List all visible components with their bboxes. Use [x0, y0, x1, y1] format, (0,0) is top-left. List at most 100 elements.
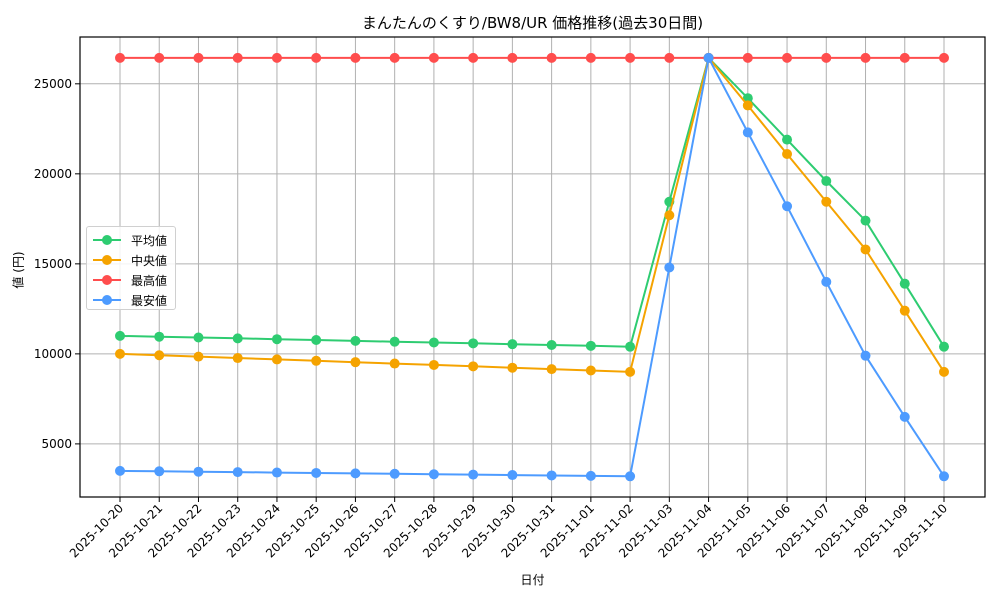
- data-point: [428, 52, 439, 63]
- data-point: [350, 52, 361, 63]
- data-point: [585, 340, 596, 351]
- data-point: [389, 336, 400, 347]
- legend-label: 最高値: [131, 273, 168, 288]
- series-最高値: [115, 52, 949, 63]
- series-line: [119, 55, 945, 373]
- data-point: [271, 52, 282, 63]
- data-point: [350, 357, 361, 368]
- data-point: [664, 262, 675, 273]
- y-axis-ticks: 5000 10000 15000 20000 25000: [34, 77, 80, 451]
- data-point: [115, 348, 125, 359]
- series-line: [119, 55, 945, 348]
- data-point: [939, 341, 949, 352]
- data-point: [271, 334, 282, 345]
- data-point: [193, 52, 204, 63]
- data-point: [703, 52, 714, 63]
- legend-item-average: 平均値: [93, 230, 169, 250]
- data-point: [428, 337, 439, 348]
- data-point: [350, 468, 361, 479]
- data-point: [311, 52, 322, 63]
- legend-marker-icon: [93, 255, 121, 265]
- data-point: [389, 358, 400, 369]
- data-point: [899, 411, 910, 422]
- data-point: [507, 470, 518, 481]
- data-point: [389, 468, 400, 479]
- x-axis-ticks: 2025-10-202025-10-212025-10-222025-10-23…: [67, 497, 950, 560]
- data-point: [821, 176, 832, 187]
- data-point: [821, 276, 832, 287]
- series-line: [119, 54, 945, 478]
- y-tick-label: 25000: [34, 77, 72, 91]
- legend-marker-icon: [93, 295, 121, 305]
- data-point: [193, 332, 204, 343]
- data-point: [546, 52, 557, 63]
- data-point: [625, 366, 636, 377]
- data-point: [115, 330, 125, 341]
- data-point: [782, 149, 793, 160]
- legend-label: 最安値: [131, 293, 168, 308]
- legend-item-max: 最高値: [93, 270, 169, 290]
- data-point: [939, 366, 949, 377]
- data-point: [507, 52, 518, 63]
- y-tick-label: 5000: [41, 437, 72, 451]
- data-point: [428, 359, 439, 370]
- data-point: [821, 196, 832, 207]
- data-point: [939, 471, 949, 482]
- data-point: [585, 52, 596, 63]
- data-point: [625, 52, 636, 63]
- data-point: [428, 469, 439, 480]
- data-point: [742, 100, 753, 111]
- data-point: [742, 127, 753, 138]
- y-tick-label: 20000: [34, 167, 72, 181]
- legend-marker-icon: [93, 235, 121, 245]
- data-point: [625, 341, 636, 352]
- data-point: [546, 340, 557, 351]
- data-point: [193, 351, 204, 362]
- x-axis-label: 日付: [520, 573, 545, 587]
- data-point: [232, 52, 243, 63]
- data-point: [860, 244, 871, 255]
- grid-lines: [80, 37, 985, 497]
- legend-item-min: 最安値: [93, 290, 169, 310]
- data-point: [389, 52, 400, 63]
- data-point: [742, 52, 753, 63]
- data-point: [860, 350, 871, 361]
- data-point: [311, 355, 322, 366]
- data-point: [271, 467, 282, 478]
- data-point: [860, 52, 871, 63]
- data-point: [468, 469, 479, 480]
- series-最安値: [115, 52, 949, 482]
- legend: 平均値 中央値 最高値 最安値: [86, 226, 176, 310]
- data-point: [899, 52, 910, 63]
- data-point: [507, 362, 518, 373]
- data-point: [546, 470, 557, 481]
- plot-frame: [79, 36, 986, 498]
- data-point: [899, 278, 910, 289]
- series-平均値: [115, 52, 949, 352]
- data-point: [585, 365, 596, 376]
- data-point: [585, 470, 596, 481]
- data-point: [782, 134, 793, 145]
- data-point: [742, 93, 753, 104]
- data-point: [154, 466, 165, 477]
- legend-item-median: 中央値: [93, 250, 169, 270]
- legend-label: 平均値: [131, 233, 168, 248]
- data-point: [154, 350, 165, 361]
- y-tick-label: 10000: [34, 347, 72, 361]
- series-中央値: [115, 52, 949, 377]
- y-tick-label: 15000: [34, 257, 72, 271]
- chart-title: まんたんのくすり/BW8/UR 価格推移(過去30日間): [361, 14, 704, 32]
- data-point: [311, 335, 322, 346]
- data-point: [782, 201, 793, 212]
- data-point: [664, 210, 675, 221]
- data-point: [232, 333, 243, 344]
- legend-marker-icon: [93, 275, 121, 285]
- data-point: [115, 465, 125, 476]
- data-point: [154, 331, 165, 342]
- data-point: [860, 215, 871, 226]
- data-point: [468, 52, 479, 63]
- data-point: [232, 467, 243, 478]
- data-point: [468, 338, 479, 349]
